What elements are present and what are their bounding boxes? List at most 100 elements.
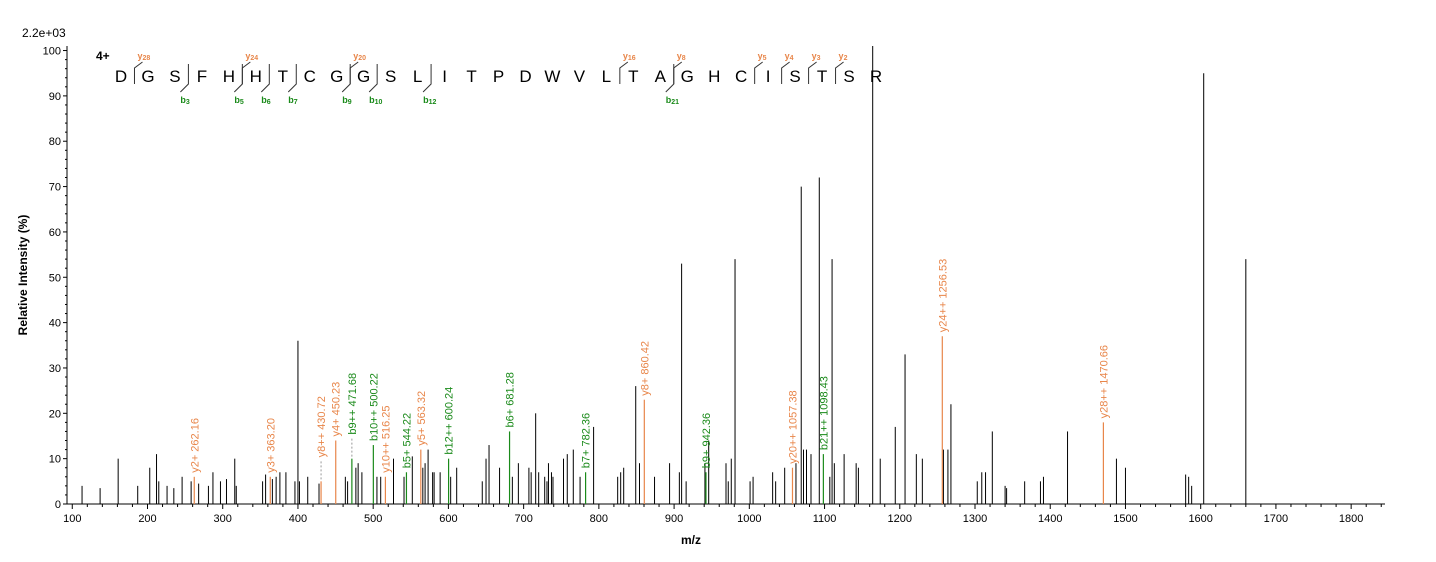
sequence-residue: S: [385, 67, 396, 86]
peak-label: y2+ 262.16: [189, 418, 201, 473]
y-ion-mark: y16: [623, 51, 636, 62]
x-tick-label: 1500: [1113, 513, 1137, 525]
y-tick-label: 0: [55, 499, 61, 511]
sequence-residue: P: [493, 67, 504, 86]
y-ticks: 0 10 20 30 40 50 60 70 80 90 100: [43, 46, 67, 511]
x-tick-label: 700: [514, 513, 532, 525]
x-tick-label: 600: [439, 513, 457, 525]
x-tick-label: 1100: [813, 513, 837, 525]
y-ion-bracket: [619, 61, 629, 84]
x-ticks: 100 200 300 400 500 600 700 800 900 1000 1100 1200 1…: [63, 504, 1382, 525]
sequence-residue: I: [442, 67, 447, 86]
sequence-residue: T: [817, 67, 827, 86]
peak-label: y3+ 363.20: [265, 418, 277, 473]
sequence-residue: C: [304, 67, 316, 86]
b-ion-mark: b6: [261, 95, 271, 106]
x-tick-label: 900: [665, 513, 683, 525]
peak-label: y24++ 1256.53: [937, 259, 949, 332]
sequence-residue: T: [628, 67, 638, 86]
y-tick-label: 100: [43, 46, 61, 58]
peak-label: y10++ 516.25: [380, 405, 392, 472]
sequence-residue: L: [413, 67, 422, 86]
b-ion-bracket: [287, 64, 297, 93]
annotated-peaks-group: y2+ 262.16 y3+ 363.20 y8++ 430.72 y4+ 450.2…: [189, 259, 1110, 504]
x-tick-label: 200: [138, 513, 156, 525]
sequence-residue: H: [708, 67, 720, 86]
x-tick-label: 100: [63, 513, 81, 525]
peak-label: b21++ 1098.43: [818, 376, 830, 450]
y-tick-label: 60: [49, 227, 61, 239]
peak-label: b9++ 471.68: [347, 373, 359, 435]
y-ion-mark: y4: [785, 51, 794, 62]
sequence-residue: S: [843, 67, 854, 86]
peak-label: b12++ 600.24: [444, 387, 456, 455]
b-ion-bracket: [341, 64, 351, 93]
x-tick-label: 1000: [737, 513, 761, 525]
sequence-residue: F: [197, 67, 207, 86]
x-axis-title: m/z: [681, 533, 701, 547]
sequence-residue: G: [357, 67, 370, 86]
y-axis-title: Relative Intensity (%): [16, 215, 30, 336]
b-ion-bracket: [260, 64, 270, 93]
sequence-residue: S: [789, 67, 800, 86]
peak-label: y4+ 450.23: [331, 382, 343, 437]
peak-label: b10++ 500.22: [368, 373, 380, 441]
peak-label: b9+ 942.36: [701, 413, 713, 468]
y-ion-mark: y3: [812, 51, 821, 62]
y-ion-mark: y8: [677, 51, 686, 62]
sequence-residue: R: [870, 67, 882, 86]
sequence-residue: C: [735, 67, 747, 86]
sequence-residue: A: [655, 67, 667, 86]
y-ion-bracket: [781, 61, 790, 84]
x-tick-label: 800: [590, 513, 608, 525]
b-ion-mark: b3: [180, 95, 190, 106]
x-tick-label: 1200: [888, 513, 912, 525]
x-tick-label: 1700: [1264, 513, 1288, 525]
y-tick-label: 30: [49, 363, 61, 375]
sequence-residue: G: [681, 67, 694, 86]
y-ion-mark: y28: [137, 51, 150, 62]
b-ion-mark: b12: [423, 95, 436, 106]
peak-label: b6+ 681.28: [505, 372, 517, 427]
y-tick-label: 90: [49, 91, 61, 103]
y-ion-bracket: [835, 61, 844, 84]
sequence-residue: H: [250, 67, 262, 86]
peak-label: y8+ 860.42: [639, 341, 651, 396]
sequence-residue: G: [330, 67, 343, 86]
b-ion-mark: b9: [342, 95, 352, 106]
sequence-residue: T: [466, 67, 476, 86]
y-ion-bracket: [754, 61, 763, 84]
b-ion-bracket: [180, 64, 189, 93]
x-tick-label: 1300: [963, 513, 987, 525]
peak-label: b7+ 782.36: [581, 413, 593, 468]
b-ion-mark: b7: [288, 95, 298, 106]
y-tick-label: 70: [49, 182, 61, 194]
b-ion-mark: b5: [234, 95, 244, 106]
y-ion-mark: y2: [839, 51, 848, 62]
y-ion-mark: y24: [245, 51, 258, 62]
x-tick-label: 500: [364, 513, 382, 525]
y-tick-label: 10: [49, 454, 61, 466]
y-ion-bracket: [133, 61, 143, 84]
peak-label: y5+ 563.32: [416, 391, 428, 446]
y-tick-label: 80: [49, 136, 61, 148]
b-ion-bracket: [233, 64, 243, 93]
peak-label: y8++ 430.72: [316, 396, 328, 457]
x-tick-label: 300: [214, 513, 232, 525]
sequence-residue: D: [115, 67, 127, 86]
peak-label: b5+ 544.22: [401, 413, 413, 468]
x-tick-label: 1800: [1339, 513, 1363, 525]
peaks-group: [81, 46, 1247, 504]
sequence-residue: H: [223, 67, 235, 86]
y-ion-mark: y5: [758, 51, 767, 62]
b-ion-bracket: [368, 64, 378, 93]
b-ion-bracket: [665, 64, 675, 93]
sequence-residue: L: [602, 67, 611, 86]
x-tick-label: 400: [289, 513, 307, 525]
sequence-residue: D: [519, 67, 531, 86]
y-ion-mark: y20: [353, 51, 366, 62]
charge-state-label: 4+: [96, 49, 110, 63]
y-tick-label: 40: [49, 318, 61, 330]
peak-label: y28++ 1470.66: [1098, 345, 1110, 418]
